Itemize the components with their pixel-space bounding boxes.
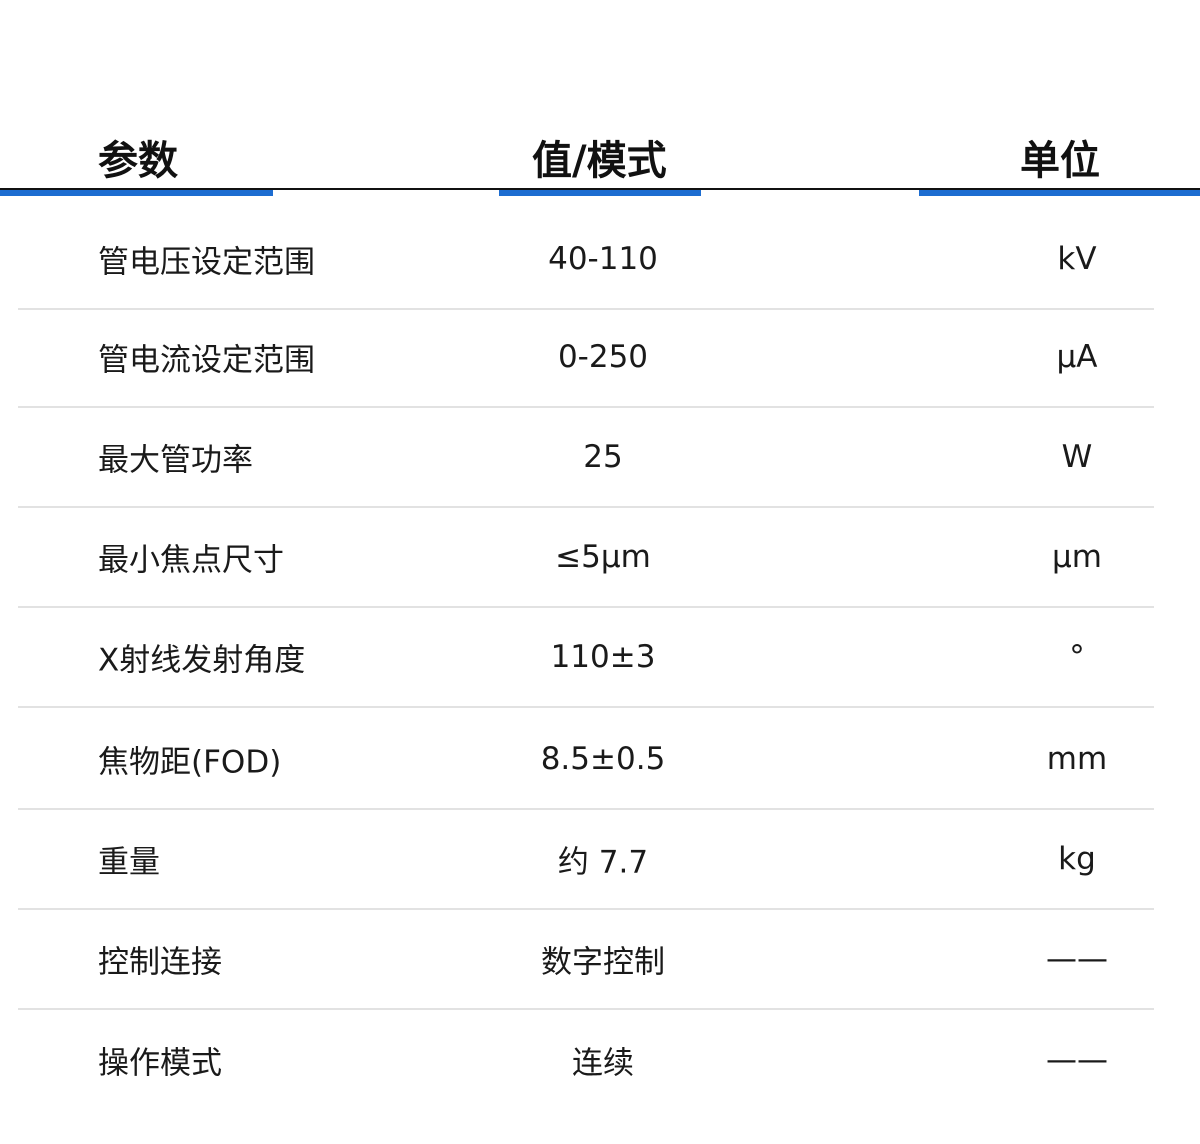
cell-param: 管电流设定范围 <box>98 342 315 379</box>
header-accent-bar <box>499 190 701 196</box>
table-row: 重量 约 7.7 kg <box>18 810 1154 910</box>
table-header: 参数 值/模式 单位 <box>0 120 1200 200</box>
cell-param: 最大管功率 <box>98 442 253 479</box>
table-row: 管电压设定范围 40-110 kV <box>18 210 1154 310</box>
cell-unit: μA <box>1056 339 1098 375</box>
cell-unit: mm <box>1046 741 1108 777</box>
table-row: 管电流设定范围 0-250 μA <box>18 308 1154 408</box>
cell-value: 连续 <box>572 1045 634 1082</box>
cell-unit: μm <box>1052 539 1102 575</box>
table-row: 控制连接 数字控制 —— <box>18 910 1154 1010</box>
header-value: 值/模式 <box>532 138 667 184</box>
table-row: 最大管功率 25 W <box>18 408 1154 508</box>
cell-value: 0-250 <box>557 339 649 375</box>
header-param: 参数 <box>98 138 178 184</box>
cell-unit: kV <box>1057 241 1097 277</box>
cell-param: 焦物距(FOD) <box>98 744 282 781</box>
cell-param: X射线发射角度 <box>98 642 306 679</box>
cell-value: 25 <box>583 439 623 475</box>
header-divider <box>0 188 1200 190</box>
cell-param: 控制连接 <box>98 944 222 981</box>
cell-value: 8.5±0.5 <box>540 741 666 777</box>
cell-value: 110±3 <box>550 639 656 675</box>
header-accent-bar <box>0 190 273 196</box>
cell-value: ≤5μm <box>555 539 651 575</box>
cell-param: 重量 <box>98 844 160 881</box>
header-unit: 单位 <box>1020 138 1100 184</box>
cell-param: 管电压设定范围 <box>98 244 315 281</box>
cell-value: 40-110 <box>548 241 658 277</box>
cell-unit: —— <box>1046 941 1108 977</box>
table-row: 操作模式 连续 —— <box>18 1010 1154 1110</box>
table-row: 最小焦点尺寸 ≤5μm μm <box>18 508 1154 608</box>
cell-unit: kg <box>1058 841 1096 877</box>
header-accent-bar <box>919 190 1200 196</box>
table-row: X射线发射角度 110±3 ° <box>18 608 1154 708</box>
cell-param: 操作模式 <box>98 1045 222 1082</box>
cell-param: 最小焦点尺寸 <box>98 542 284 579</box>
cell-unit: ° <box>1069 639 1085 675</box>
table-row: 焦物距(FOD) 8.5±0.5 mm <box>18 710 1154 810</box>
cell-value: 约 7.7 <box>557 844 649 881</box>
cell-value: 数字控制 <box>541 944 665 981</box>
cell-unit: W <box>1061 439 1093 475</box>
cell-unit: —— <box>1046 1042 1108 1078</box>
